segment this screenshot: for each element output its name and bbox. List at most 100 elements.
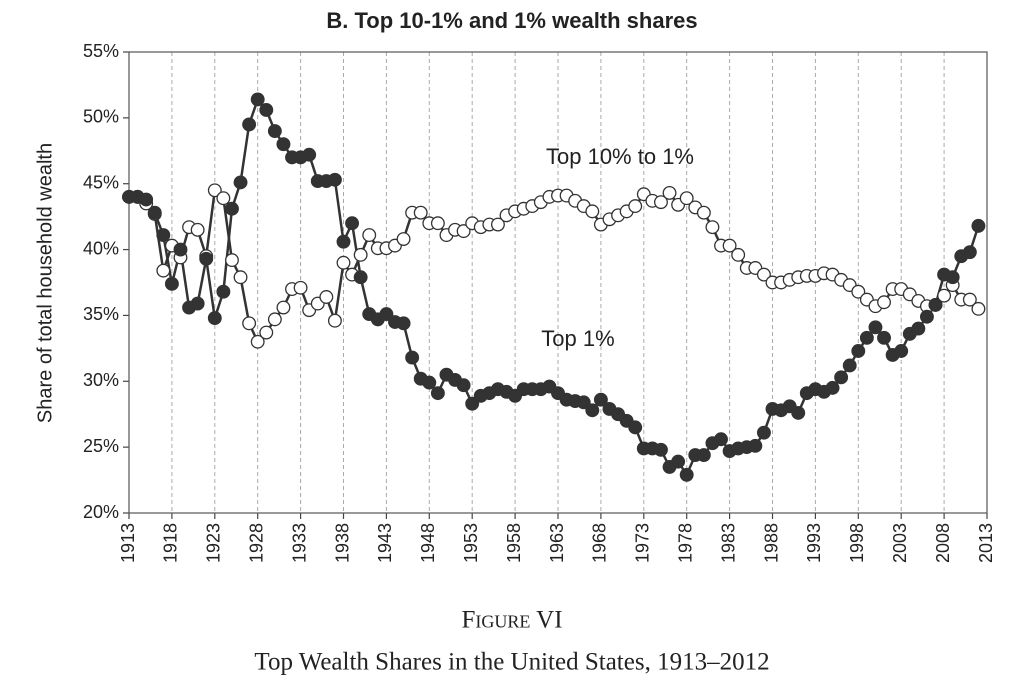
- point: [696, 205, 711, 220]
- point: [207, 183, 222, 198]
- point: [962, 292, 977, 307]
- point: [714, 432, 728, 447]
- point: [825, 380, 840, 395]
- point: [877, 295, 891, 310]
- point: [911, 321, 926, 336]
- x-tick-label: 2008: [933, 523, 953, 563]
- point: [233, 270, 248, 285]
- point: [233, 175, 248, 190]
- point: [756, 425, 771, 440]
- point: [405, 350, 420, 365]
- y-tick-label: 25%: [83, 436, 119, 456]
- point: [139, 192, 154, 207]
- point: [327, 172, 342, 187]
- point: [894, 344, 909, 358]
- x-tick-label: 1978: [675, 523, 695, 563]
- point: [842, 358, 857, 373]
- point: [190, 296, 205, 311]
- point: [302, 147, 317, 162]
- point: [919, 309, 934, 324]
- point: [834, 370, 849, 385]
- point: [147, 205, 162, 220]
- y-axis-label: Share of total household wealth: [34, 143, 56, 423]
- point: [173, 242, 188, 257]
- x-tick-label: 1918: [161, 523, 181, 563]
- point: [654, 442, 668, 457]
- x-tick-label: 1953: [461, 523, 481, 563]
- point: [396, 316, 411, 331]
- point: [225, 201, 239, 216]
- x-tick-label: 1973: [633, 523, 653, 563]
- point: [662, 185, 677, 200]
- point: [327, 313, 342, 328]
- point: [585, 204, 600, 219]
- x-tick-label: 1983: [718, 523, 738, 563]
- x-tick-label: 1928: [246, 523, 266, 563]
- point: [851, 344, 866, 358]
- point: [156, 228, 171, 243]
- point: [671, 454, 686, 469]
- x-tick-label: 1958: [504, 523, 524, 563]
- point: [490, 217, 505, 232]
- point: [276, 300, 291, 315]
- point: [259, 325, 274, 340]
- chart-title: B. Top 10-1% and 1% wealth shares: [326, 8, 697, 33]
- point: [250, 334, 265, 349]
- point: [696, 448, 711, 462]
- annotation: Top 1%: [541, 326, 614, 351]
- point: [242, 117, 257, 132]
- point: [345, 216, 360, 231]
- x-tick-label: 1923: [204, 523, 224, 563]
- point: [267, 124, 282, 138]
- point: [225, 253, 239, 268]
- point: [945, 270, 960, 285]
- point: [937, 288, 952, 303]
- point: [199, 251, 214, 266]
- point: [791, 405, 806, 420]
- point: [465, 396, 480, 411]
- point: [722, 238, 737, 253]
- y-tick-label: 45%: [83, 172, 119, 192]
- point: [962, 245, 977, 260]
- point: [267, 312, 282, 327]
- point: [319, 290, 334, 304]
- point: [276, 137, 291, 152]
- point: [336, 234, 351, 249]
- x-tick-label: 1993: [804, 523, 824, 563]
- point: [353, 270, 368, 285]
- series-line: [129, 187, 980, 344]
- x-tick-label: 1968: [590, 523, 610, 563]
- point: [293, 280, 308, 295]
- point: [756, 267, 771, 282]
- point: [413, 205, 428, 220]
- x-tick-label: 2013: [976, 523, 996, 563]
- point: [164, 276, 179, 291]
- point: [705, 220, 720, 235]
- y-tick-label: 35%: [83, 304, 119, 324]
- point: [216, 191, 231, 206]
- caption-label: Figure VI: [461, 607, 562, 634]
- x-tick-label: 1913: [118, 523, 138, 563]
- annotation: Top 10% to 1%: [546, 144, 694, 169]
- y-tick-label: 50%: [83, 107, 119, 127]
- point: [353, 247, 368, 262]
- point: [679, 191, 694, 206]
- caption: Top Wealth Shares in the United States, …: [254, 649, 769, 676]
- point: [628, 199, 643, 214]
- x-tick-label: 1943: [375, 523, 395, 563]
- point: [868, 320, 883, 335]
- point: [430, 386, 445, 401]
- y-tick-label: 20%: [83, 502, 119, 522]
- plot-frame: [128, 51, 988, 514]
- point: [654, 195, 668, 210]
- point: [242, 316, 257, 331]
- point: [859, 330, 874, 345]
- y-tick-label: 55%: [83, 41, 119, 61]
- point: [628, 420, 643, 435]
- point: [928, 297, 943, 312]
- point: [576, 395, 591, 410]
- x-tick-label: 1933: [289, 523, 309, 563]
- x-tick-label: 1938: [332, 523, 352, 563]
- x-tick-label: 1998: [847, 523, 867, 563]
